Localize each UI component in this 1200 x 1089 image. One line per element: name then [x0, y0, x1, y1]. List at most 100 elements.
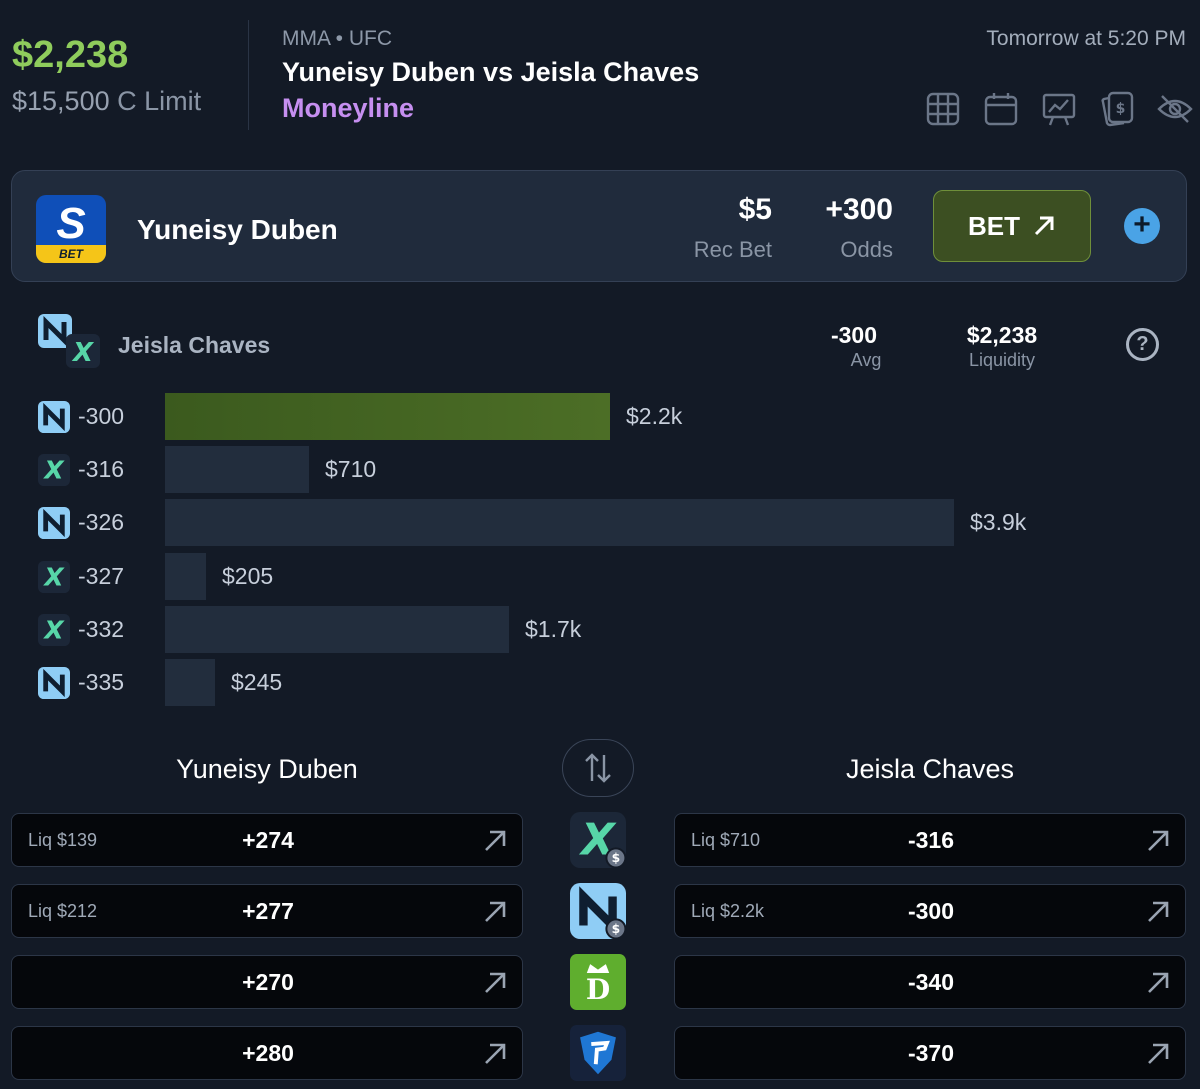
left-price: +270 — [242, 969, 294, 995]
svg-text:D: D — [586, 973, 610, 1006]
right-liquidity: Liq $710 — [691, 830, 761, 850]
novig-logo-icon — [38, 507, 70, 540]
header-toolbar: $ — [924, 90, 1194, 128]
ladder-liquidity-bar — [165, 605, 509, 653]
ladder-amount: $3.9k — [970, 509, 1027, 536]
bet-selection: Yuneisy Duben — [137, 214, 338, 245]
header-divider — [248, 20, 249, 130]
svg-text:X: X — [42, 456, 65, 485]
swap-sides-button[interactable] — [562, 739, 634, 797]
left-odds-button[interactable]: +270 — [11, 955, 523, 1009]
header: $2,238 $15,500 C Limit MMA • UFC Yuneisy… — [0, 0, 1200, 150]
novig-logo-icon — [38, 401, 70, 433]
event-title: Yuneisy Duben vs Jeisla Chaves — [282, 57, 700, 87]
right-odds-button[interactable]: Liq $710 -316 — [674, 813, 1186, 867]
left-price: +277 — [242, 898, 294, 924]
right-odds-button[interactable]: Liq $2.2k -300 — [674, 884, 1186, 938]
left-odds-button[interactable]: Liq $139 +274 — [11, 813, 523, 867]
swap-icon — [585, 753, 611, 783]
ladder-amount: $2.2k — [626, 403, 683, 429]
novig-logo-icon: $ — [570, 883, 627, 940]
avg-odds-value: -300 — [830, 322, 878, 348]
sportsbook-logo: S BET — [36, 195, 106, 263]
chart-icon[interactable] — [1040, 90, 1078, 128]
odds-label: Odds — [840, 237, 893, 262]
rec-bet-label: Rec Bet — [693, 237, 772, 262]
prophetx-logo-icon: X — [38, 454, 70, 487]
ladder-row: X -332 $1.7k — [0, 605, 1200, 654]
liquidity-selection: Jeisla Chaves — [118, 332, 271, 358]
ladder-row: -335 $245 — [0, 659, 1200, 707]
cards-icon[interactable]: $ — [1098, 90, 1136, 128]
odds-value: +300 — [825, 193, 893, 226]
prophetx-logo-icon: X $ — [570, 812, 627, 869]
avg-odds-label: Avg — [850, 350, 882, 370]
add-bet-button[interactable]: + — [1124, 208, 1160, 244]
right-price: -300 — [907, 898, 955, 924]
ladder-liquidity-bar — [165, 659, 215, 706]
draftkings-logo-icon: D — [570, 954, 626, 1010]
fanduel-logo-icon — [570, 1025, 626, 1081]
external-arrow-icon — [482, 1041, 508, 1067]
left-odds-button[interactable]: +280 — [11, 1026, 523, 1080]
balance-limit: $15,500 C Limit — [12, 86, 201, 117]
left-liquidity: Liq $212 — [28, 901, 98, 921]
right-odds-button[interactable]: -340 — [674, 955, 1186, 1009]
event-time: Tomorrow at 5:20 PM — [986, 27, 1186, 50]
ladder-row: X -316 $710 — [0, 446, 1200, 494]
market-label: Moneyline — [282, 93, 415, 123]
left-odds-button[interactable]: Liq $212 +277 — [11, 884, 523, 938]
prophetx-logo-icon: X — [38, 613, 70, 646]
ladder-liquidity-bar — [165, 499, 954, 547]
right-price: -316 — [907, 827, 955, 853]
combined-exchange-logo: X — [38, 314, 100, 368]
ladder-amount: $1.7k — [525, 615, 582, 642]
prophetx-logo-icon: X — [38, 560, 70, 593]
ladder-row: X -327 $205 — [0, 552, 1200, 601]
ladder-liquidity-bar — [165, 393, 610, 440]
ladder-row: -300 $2.2k — [0, 393, 1200, 441]
left-column-title: Yuneisy Duben — [176, 754, 358, 784]
ladder-row: -326 $3.9k — [0, 499, 1200, 547]
right-odds-button[interactable]: -370 — [674, 1026, 1186, 1080]
sportsbook-logo-letter: S — [56, 199, 86, 248]
svg-text:X: X — [71, 338, 95, 368]
svg-text:X: X — [42, 562, 65, 591]
svg-text:X: X — [42, 615, 65, 644]
left-price: +280 — [242, 1040, 294, 1066]
left-price: +274 — [242, 827, 294, 853]
ladder-odds: -326 — [78, 509, 125, 536]
ladder-amount: $710 — [325, 456, 377, 483]
limit-value: $15,500 — [12, 86, 110, 116]
ladder-odds: -335 — [78, 669, 125, 695]
exchange-pair-icon: X — [38, 314, 100, 368]
left-liquidity: Liq $139 — [28, 830, 98, 850]
eye-off-icon[interactable] — [1156, 90, 1194, 128]
help-icon[interactable]: ? — [1126, 328, 1159, 361]
external-arrow-icon — [1145, 899, 1171, 925]
ladder-odds: -316 — [78, 456, 125, 483]
novig-logo-icon — [38, 667, 70, 699]
rec-bet-value: $5 — [738, 193, 772, 226]
right-price: -370 — [907, 1040, 955, 1066]
ladder-liquidity-bar — [165, 446, 309, 494]
ladder-amount: $245 — [231, 669, 283, 695]
calendar-icon[interactable] — [982, 90, 1020, 128]
ladder-odds: -327 — [78, 562, 125, 589]
right-column-title: Jeisla Chaves — [845, 754, 1015, 784]
external-arrow-icon — [1034, 216, 1054, 236]
grid-icon[interactable] — [924, 90, 962, 128]
external-arrow-icon — [482, 970, 508, 996]
svg-text:$: $ — [612, 851, 621, 865]
svg-text:$: $ — [612, 922, 621, 936]
bet-button[interactable]: BET — [933, 190, 1091, 262]
external-arrow-icon — [1145, 970, 1171, 996]
external-arrow-icon — [482, 828, 508, 854]
balance-amount: $2,238 — [12, 34, 129, 76]
ladder-liquidity-bar — [165, 552, 206, 600]
external-arrow-icon — [1145, 828, 1171, 854]
right-liquidity: Liq $2.2k — [691, 901, 765, 921]
right-price: -340 — [907, 969, 955, 995]
bet-button-label: BET — [968, 210, 1020, 241]
ladder-amount: $205 — [222, 562, 274, 589]
